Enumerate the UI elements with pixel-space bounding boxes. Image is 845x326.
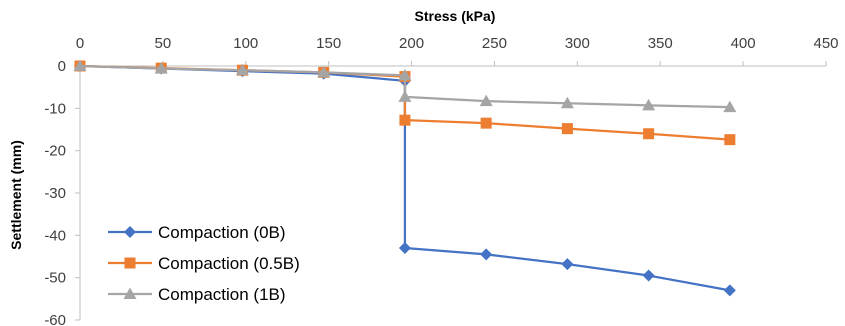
data-point (561, 258, 574, 271)
legend-label: Compaction (1B) (158, 285, 286, 304)
plot-area: 0 50 100 150 200 250 300 350 400 450 0 -10 -20 -30 -40… (44, 35, 838, 326)
y-tick-label: 0 (58, 58, 66, 75)
x-tick-label: 0 (76, 35, 84, 52)
x-tick-label: 300 (565, 35, 590, 52)
data-point (480, 117, 492, 129)
y-tick-label: -40 (44, 227, 66, 244)
data-point (724, 134, 736, 146)
x-tick-label: 250 (482, 35, 507, 52)
data-point (317, 65, 331, 78)
data-point (560, 96, 574, 109)
data-point (399, 114, 411, 126)
x-tick-label: 450 (813, 35, 838, 52)
y-tick-label: -50 (44, 270, 66, 287)
legend-marker (124, 257, 136, 269)
data-point (642, 98, 656, 111)
x-axis-title: Stress (kPa) (415, 8, 496, 24)
legend-marker (123, 287, 137, 299)
data-point (561, 123, 573, 135)
y-tick-label: -20 (44, 143, 66, 160)
data-point (235, 63, 249, 76)
series-line (79, 64, 730, 109)
data-point (73, 59, 87, 71)
data-point (723, 284, 736, 297)
legend-marker (124, 226, 136, 238)
y-tick-label: -30 (44, 185, 66, 202)
y-tick-label: -60 (44, 312, 66, 326)
x-tick-label: 200 (399, 35, 424, 52)
data-point (398, 242, 411, 255)
data-point (479, 94, 493, 107)
y-tick-label: -10 (44, 100, 66, 117)
data-point (642, 269, 655, 282)
data-point (723, 100, 737, 113)
legend-label: Compaction (0.5B) (158, 254, 300, 273)
data-point (398, 90, 412, 102)
legend-label: Compaction (0B) (158, 223, 286, 242)
x-tick-label: 400 (731, 35, 756, 52)
x-tick-label: 50 (155, 35, 172, 52)
x-tick-label: 350 (648, 35, 673, 52)
x-tick-label: 100 (233, 35, 258, 52)
data-point (154, 62, 168, 74)
x-tick-label: 150 (316, 35, 341, 52)
data-point (398, 68, 412, 81)
y-axis-title: Settlement (mm) (8, 140, 24, 250)
data-point (480, 248, 493, 261)
data-point (643, 128, 655, 140)
